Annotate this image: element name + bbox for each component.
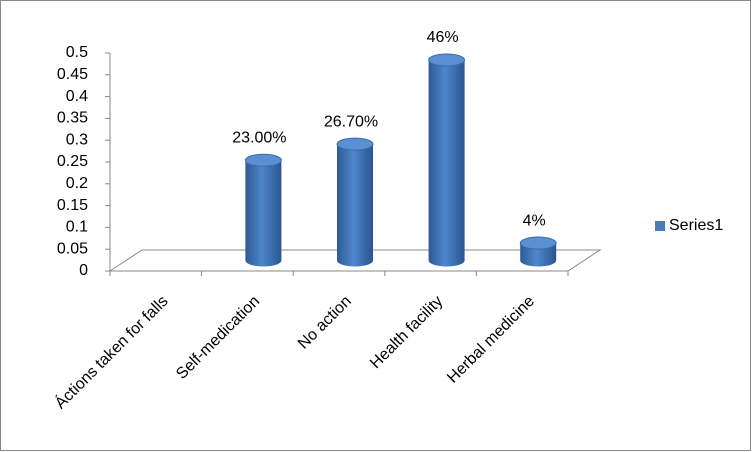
value-label: 46% [427,29,459,46]
bar-top [519,236,557,250]
value-label: 23.00% [232,129,286,146]
y-tick-label: 0.5 [66,44,88,61]
value-label: 26.70% [324,113,378,130]
y-tick-label: 0.4 [66,88,88,105]
y-tick-label: 0.25 [57,153,88,170]
bar [337,144,373,267]
bar-top [244,153,282,167]
value-label: 4% [523,212,546,229]
bar [428,59,465,267]
bar [520,243,557,267]
y-tick-label: 0 [79,262,88,279]
bar-top [428,53,466,67]
legend-swatch [655,221,665,231]
y-tick-label: 0.45 [57,66,88,83]
bar-top [336,137,374,151]
legend-label: Series1 [669,217,723,234]
y-tick-label: 0.05 [57,240,88,257]
bar [245,160,282,267]
y-tick-label: 0.15 [57,197,88,214]
y-tick-label: 0.35 [57,110,88,127]
y-tick-label: 0.1 [66,219,88,236]
y-tick-label: 0.3 [66,131,88,148]
y-tick-label: 0.2 [66,175,88,192]
